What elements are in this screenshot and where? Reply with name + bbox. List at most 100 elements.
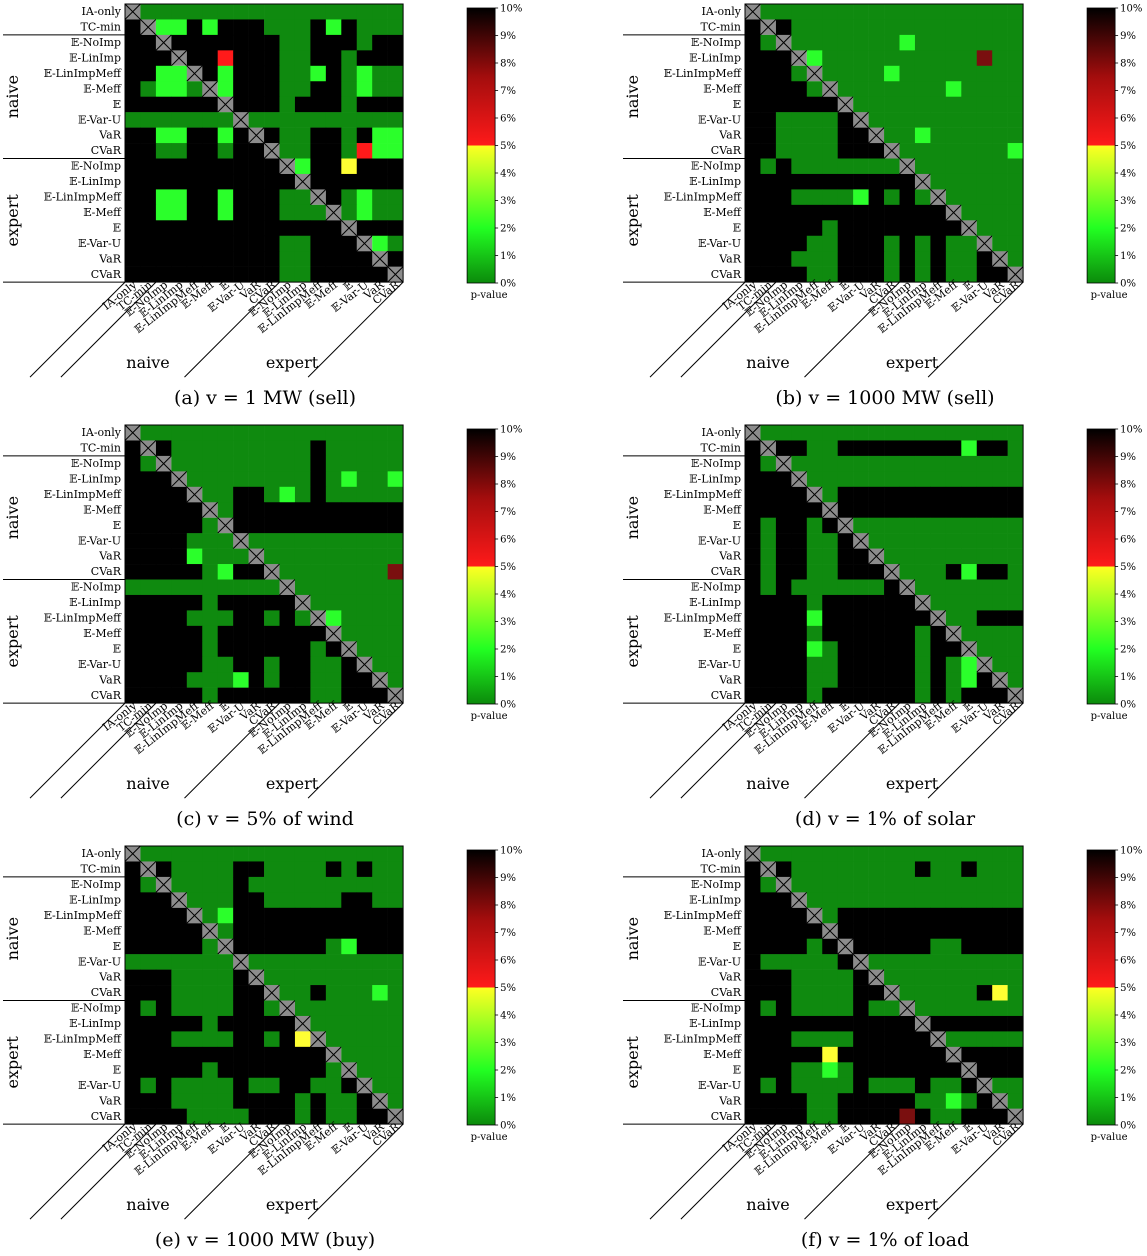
heatmap-cell xyxy=(1007,425,1024,441)
heatmap-cell xyxy=(294,672,311,688)
heatmap-cell xyxy=(791,440,808,457)
heatmap-cell xyxy=(992,65,1008,82)
heatmap-cell xyxy=(356,143,373,159)
heatmap-cell xyxy=(155,938,172,955)
heatmap-cell xyxy=(837,19,854,36)
heatmap-cell xyxy=(155,96,172,113)
colorbar-tick-label: 8% xyxy=(1120,480,1136,491)
heatmap-cell xyxy=(325,143,342,159)
heatmap-cell xyxy=(341,579,358,596)
heatmap-cell xyxy=(961,158,978,175)
heatmap-cell xyxy=(202,143,218,159)
heatmap-cell xyxy=(217,923,234,939)
group-label-expert: expert xyxy=(266,353,319,372)
heatmap-cell xyxy=(791,564,808,580)
heatmap-cell xyxy=(372,471,388,488)
heatmap-cell xyxy=(760,579,777,596)
heatmap-cell xyxy=(884,861,900,878)
heatmap-cell xyxy=(745,1046,761,1063)
heatmap-cell xyxy=(387,610,404,627)
heatmap-cell xyxy=(125,1031,141,1048)
heatmap-cell xyxy=(853,204,869,221)
heatmap-cell xyxy=(310,455,327,472)
heatmap-cell xyxy=(853,687,869,704)
heatmap-cell xyxy=(217,579,234,596)
heatmap-cell xyxy=(356,471,373,488)
heatmap-cell xyxy=(1007,235,1024,252)
heatmap-cell xyxy=(791,173,808,190)
heatmap-cell xyxy=(310,81,327,97)
heatmap-cell xyxy=(914,220,931,237)
heatmap-cell xyxy=(140,471,157,488)
heatmap-cell xyxy=(310,861,327,878)
heatmap-cell xyxy=(325,173,342,190)
heatmap-cell xyxy=(264,1046,280,1063)
row-label: VaR xyxy=(98,1094,121,1107)
heatmap-cell xyxy=(930,34,947,51)
heatmap-cell xyxy=(837,985,854,1001)
heatmap-cell xyxy=(976,892,993,909)
heatmap-cell xyxy=(1007,672,1024,688)
heatmap-cell xyxy=(310,486,327,503)
heatmap-cell xyxy=(125,96,141,113)
heatmap-cell xyxy=(775,112,792,128)
heatmap-cell xyxy=(387,656,404,673)
heatmap-cell xyxy=(233,579,249,596)
heatmap-cell xyxy=(294,266,311,283)
heatmap-cell xyxy=(125,954,141,970)
colorbar-tick-label: 1% xyxy=(500,1093,516,1104)
row-label: TC-min xyxy=(80,21,121,34)
heatmap-cell xyxy=(976,189,993,206)
heatmap-cell xyxy=(125,672,141,688)
heatmap-cell xyxy=(202,517,218,534)
heatmap-cell xyxy=(279,610,296,627)
heatmap-cell xyxy=(914,579,931,596)
heatmap-cell xyxy=(976,455,993,472)
heatmap-cell xyxy=(341,687,358,704)
heatmap-cell xyxy=(294,641,311,658)
heatmap-cell xyxy=(899,533,916,549)
heatmap-cell xyxy=(202,1077,218,1094)
heatmap-cell xyxy=(822,625,838,642)
heatmap-cell xyxy=(837,1015,854,1032)
heatmap-cell xyxy=(1007,517,1024,534)
heatmap-cell xyxy=(171,641,188,658)
heatmap-cell xyxy=(760,1000,777,1017)
group-label-expert: expert xyxy=(623,1036,642,1089)
row-label: TC-min xyxy=(80,442,121,455)
heatmap-cell xyxy=(822,34,838,51)
heatmap-cell xyxy=(837,1062,854,1079)
heatmap-cell xyxy=(930,969,947,986)
colorbar-tick-label: 6% xyxy=(500,535,516,546)
heatmap-cell xyxy=(1007,923,1024,939)
heatmap-cell xyxy=(961,923,978,939)
heatmap-cell xyxy=(806,969,823,986)
heatmap-cell xyxy=(914,969,931,986)
heatmap-cell xyxy=(1007,625,1024,642)
heatmap-cell xyxy=(822,610,838,627)
heatmap-cell xyxy=(745,1031,761,1048)
heatmap-cell xyxy=(791,641,808,658)
heatmap-cell xyxy=(356,204,373,221)
heatmap-cell xyxy=(325,594,342,611)
heatmap-cell xyxy=(791,985,808,1001)
heatmap-cell xyxy=(248,625,265,642)
heatmap-cell xyxy=(992,923,1008,939)
heatmap-cell xyxy=(745,579,761,596)
heatmap-cell xyxy=(884,1077,900,1094)
heatmap-cell xyxy=(171,112,188,128)
heatmap-cell xyxy=(822,19,838,36)
heatmap-cell xyxy=(976,1062,993,1079)
heatmap-cell xyxy=(217,251,234,267)
heatmap-cell xyxy=(914,486,931,503)
heatmap-cell xyxy=(837,641,854,658)
heatmap-cell xyxy=(853,672,869,688)
group-label-expert: expert xyxy=(266,774,319,793)
heatmap-cell xyxy=(171,81,188,97)
heatmap-cell xyxy=(186,672,203,688)
heatmap-cell xyxy=(1007,1077,1024,1094)
heatmap-cell xyxy=(853,641,869,658)
heatmap-cell xyxy=(945,158,962,175)
heatmap-cell xyxy=(171,533,188,549)
heatmap-cell xyxy=(837,876,854,893)
